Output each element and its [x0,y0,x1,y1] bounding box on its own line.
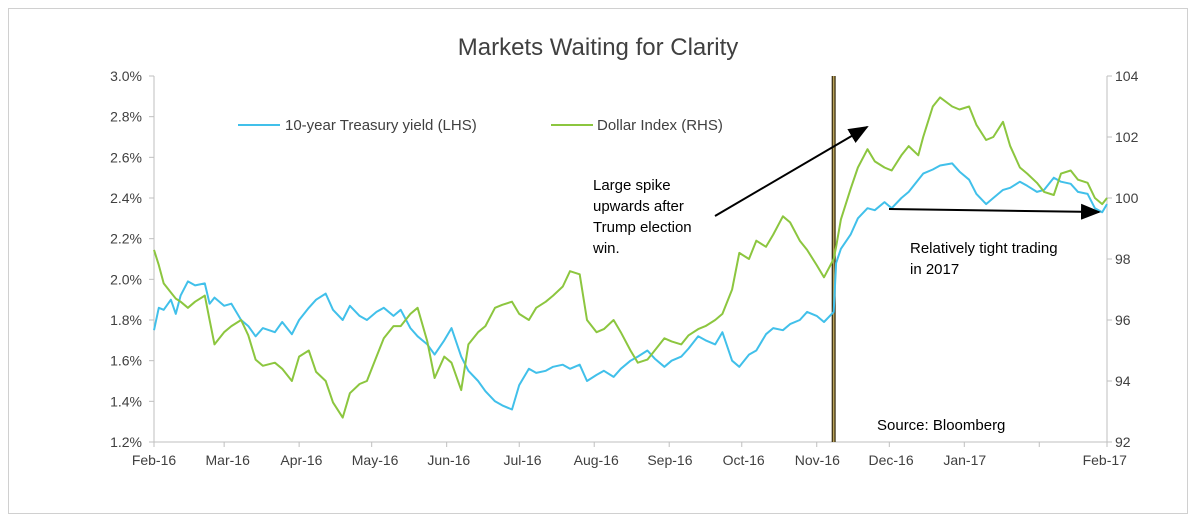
annotation-tight-arrow [888,203,1101,220]
annotation-tight-text: in 2017 [910,261,959,278]
annotation-spike-text: Large spike [593,177,671,194]
chart-frame: Markets Waiting for Clarity 1.2% 1.4% 1.6% 1… [8,8,1188,514]
y-left-tick-label: 1.4% [110,393,142,409]
chart-title: Markets Waiting for Clarity [458,34,739,61]
x-tick-label: Jul-16 [503,452,541,468]
y-left-tick-label: 3.0% [110,68,142,84]
y-right-tick-label: 96 [1115,312,1131,328]
x-tick-label: Jan-17 [943,452,986,468]
y-right-tick-label: 98 [1115,251,1131,267]
annotation-spike-text: Trump election [593,219,692,236]
annotation-spike-text: win. [592,240,620,257]
legend-label-dollar: Dollar Index (RHS) [597,117,723,134]
x-tick-label: Apr-16 [280,452,322,468]
y-left-tick-label: 1.6% [110,353,142,369]
y-left-tick-label: 1.2% [110,434,142,450]
legend-label-treasury: 10-year Treasury yield (LHS) [285,117,477,134]
markets-chart: Markets Waiting for Clarity 1.2% 1.4% 1.6% 1… [110,34,1139,468]
annotation-spike-arrow [714,125,869,217]
y-left-tick-label: 2.0% [110,271,142,287]
x-tick-label: Feb-16 [132,452,177,468]
y-right-tick-label: 94 [1115,373,1131,389]
y-right-tick-label: 102 [1115,129,1139,145]
x-tick-label: May-16 [352,452,399,468]
x-tick-label: Dec-16 [868,452,913,468]
y-right-tick-label: 104 [1115,68,1139,84]
x-tick-label: Sep-16 [647,452,692,468]
y-left-tick-label: 2.4% [110,190,142,206]
x-tick-label: Feb-17 [1083,452,1128,468]
treasury-yield-line [153,162,1108,411]
source-label: Source: Bloomberg [877,417,1005,434]
y-left-tick-label: 2.8% [110,109,142,125]
annotation-tight-text: Relatively tight trading [910,240,1058,257]
x-tick-label: Nov-16 [795,452,840,468]
y-left-tick-label: 2.6% [110,149,142,165]
y-left-tick-label: 1.8% [110,312,142,328]
x-tick-label: Aug-16 [574,452,619,468]
dollar-index-line [153,96,1108,419]
x-tick-label: Oct-16 [723,452,765,468]
annotation-spike-text: upwards after [593,198,684,215]
y-left-tick-label: 2.2% [110,231,142,247]
x-tick-label: Jun-16 [427,452,470,468]
x-tick-label: Mar-16 [206,452,251,468]
y-right-tick-label: 92 [1115,434,1131,450]
y-right-tick-label: 100 [1115,190,1139,206]
